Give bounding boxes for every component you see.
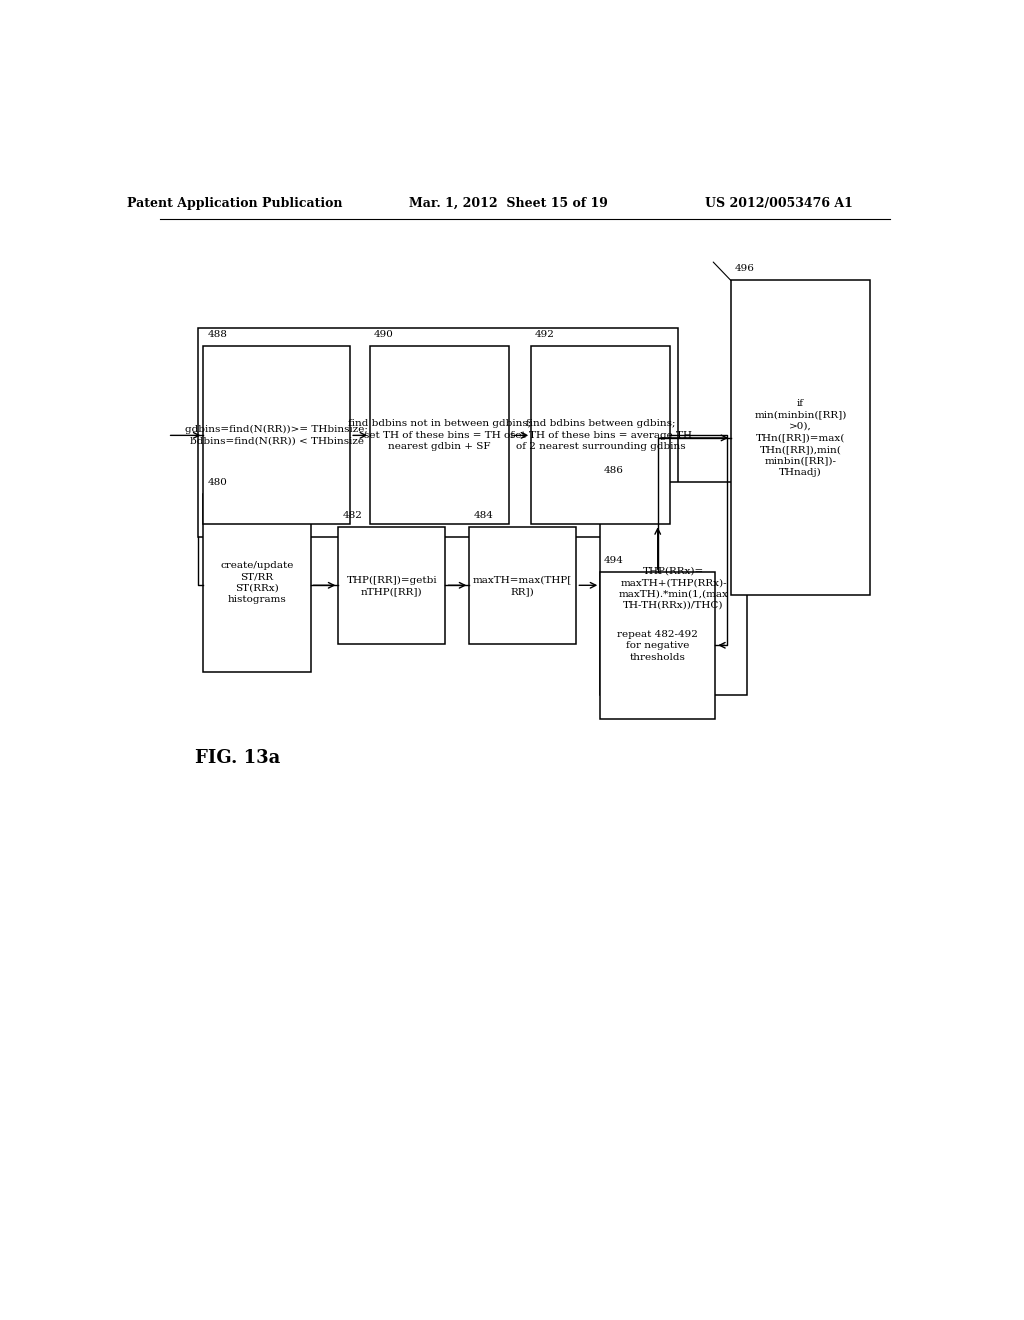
Bar [731, 280, 870, 595]
Text: 490: 490 [374, 330, 394, 339]
Text: create/update
ST/RR
ST(RRx)
histograms: create/update ST/RR ST(RRx) histograms [220, 561, 294, 605]
Text: 496: 496 [735, 264, 755, 273]
Text: repeat 482-492
for negative
thresholds: repeat 482-492 for negative thresholds [617, 630, 698, 661]
Text: 480: 480 [207, 478, 227, 487]
Text: find bdbins not in between gdbins;
set TH of these bins = TH of
nearest gdbin + : find bdbins not in between gdbins; set T… [348, 420, 531, 451]
Text: gdbins=find(N(RR))>= THbinsize;
bdbins=find(N(RR)) < THbinsize: gdbins=find(N(RR))>= THbinsize; bdbins=f… [185, 425, 369, 446]
Text: THP(RRx)=
maxTH+(THP(RRx)-
maxTH).*min(1,(max
TH-TH(RRx))/THC): THP(RRx)= maxTH+(THP(RRx)- maxTH).*min(1… [618, 566, 728, 610]
Bar [338, 528, 445, 644]
Text: FIG. 13a: FIG. 13a [196, 748, 281, 767]
Bar [600, 572, 715, 719]
Text: 488: 488 [207, 330, 227, 339]
Text: 484: 484 [473, 511, 494, 520]
Bar [600, 482, 748, 696]
Bar [204, 494, 310, 672]
Bar [469, 528, 577, 644]
Bar [204, 346, 350, 524]
Bar [531, 346, 670, 524]
Text: US 2012/0053476 A1: US 2012/0053476 A1 [705, 197, 853, 210]
Text: find bdbins between gdbins;
set TH of these bins = average TH
of 2 nearest surro: find bdbins between gdbins; set TH of th… [510, 420, 691, 451]
Text: Patent Application Publication: Patent Application Publication [127, 197, 343, 210]
Text: maxTH=max(THP[
RR]): maxTH=max(THP[ RR]) [473, 576, 572, 597]
Text: THP([RR])=getbi
nTHP([RR]): THP([RR])=getbi nTHP([RR]) [346, 576, 437, 597]
Bar [198, 329, 678, 536]
Text: Mar. 1, 2012  Sheet 15 of 19: Mar. 1, 2012 Sheet 15 of 19 [410, 197, 608, 210]
Bar [370, 346, 509, 524]
Text: 494: 494 [604, 556, 624, 565]
Text: if
min(minbin([RR])
>0),
THn([RR])=max(
THn([RR]),min(
minbin([RR])-
THnadj): if min(minbin([RR]) >0), THn([RR])=max( … [755, 399, 847, 477]
Text: 486: 486 [604, 466, 624, 474]
Text: 482: 482 [342, 511, 362, 520]
Text: 492: 492 [536, 330, 555, 339]
